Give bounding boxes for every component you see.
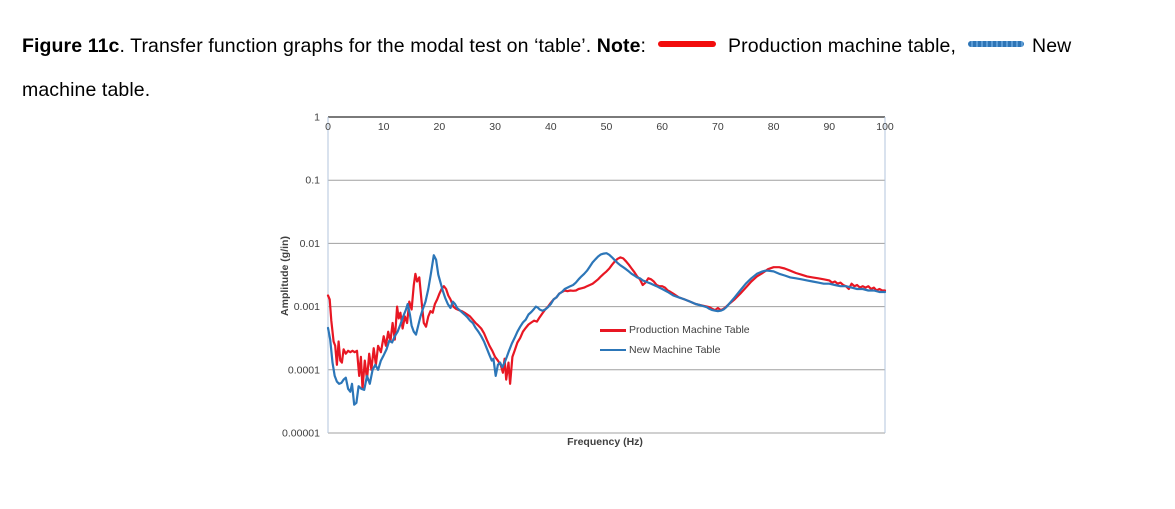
new-line-swatch bbox=[968, 41, 1025, 48]
x-tick-label: 30 bbox=[489, 121, 501, 133]
x-tick-label: 60 bbox=[656, 121, 668, 133]
figure-label: Figure 11c bbox=[22, 34, 120, 57]
x-tick-label: 90 bbox=[823, 121, 835, 133]
legend-row-new: New Machine Table bbox=[600, 340, 750, 360]
x-tick-label: 50 bbox=[601, 121, 613, 133]
x-tick-label: 100 bbox=[876, 121, 894, 133]
x-tick-label: 10 bbox=[378, 121, 390, 133]
x-tick-label: 0 bbox=[325, 121, 331, 133]
y-tick-label: 0.00001 bbox=[282, 428, 320, 440]
legend-row-production: Production Machine Table bbox=[600, 320, 750, 340]
caption-text: . Transfer function graphs for the modal… bbox=[119, 34, 597, 57]
x-tick-label: 70 bbox=[712, 121, 724, 133]
y-tick-label: 0.1 bbox=[305, 175, 320, 187]
production-legend-label: Production Machine Table bbox=[629, 324, 750, 336]
new-legend-label: New Machine Table bbox=[629, 344, 721, 356]
x-tick-label: 80 bbox=[768, 121, 780, 133]
chart-legend: Production Machine Table New Machine Tab… bbox=[600, 320, 750, 360]
y-tick-label: 0.0001 bbox=[288, 364, 320, 376]
figure-caption: Figure 11c. Transfer function graphs for… bbox=[22, 24, 1148, 112]
y-tick-label: 1 bbox=[314, 112, 320, 124]
note-colon: : bbox=[640, 34, 647, 57]
x-tick-label: 40 bbox=[545, 121, 557, 133]
x-axis-title: Frequency (Hz) bbox=[567, 436, 643, 448]
new-legend-line-icon bbox=[600, 348, 626, 352]
transfer-function-chart: 1 0.1 0.01 0.001 0.0001 0.00001 0 10 20 30 40 50 60 7… bbox=[270, 100, 930, 485]
y-axis-title: Amplitude (g/in) bbox=[279, 236, 291, 316]
chart-svg: 1 0.1 0.01 0.001 0.0001 0.00001 0 10 20 30 40 50 60 7… bbox=[282, 112, 894, 440]
y-tick-label: 0.001 bbox=[294, 301, 320, 313]
series-line-new bbox=[326, 252, 887, 406]
production-line-swatch bbox=[658, 41, 717, 48]
x-tick-label: 20 bbox=[434, 121, 446, 133]
production-legend-line-icon bbox=[600, 328, 626, 332]
y-tick-label: 0.01 bbox=[300, 238, 321, 250]
note-label: Note bbox=[596, 34, 641, 57]
caption-production-label: Production machine table, bbox=[728, 34, 957, 57]
caption-new-label: New machine table. bbox=[22, 34, 1072, 101]
